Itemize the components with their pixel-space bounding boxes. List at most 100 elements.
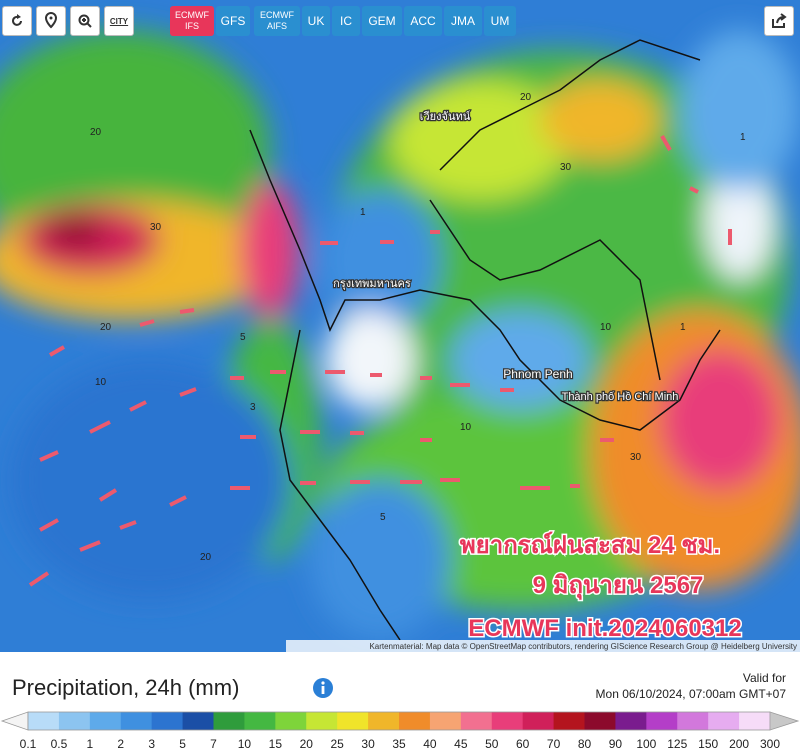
legend-swatch	[151, 712, 184, 730]
legend-swatch	[182, 712, 214, 730]
model-button[interactable]: ECMWF IFS	[170, 6, 214, 36]
contour-label: 20	[90, 127, 102, 138]
legend-label: 20	[300, 737, 314, 751]
model-button[interactable]: GEM	[362, 6, 402, 36]
model-button[interactable]: ECMWF AIFS	[254, 6, 300, 36]
legend-label: 25	[330, 737, 344, 751]
share-button[interactable]	[764, 6, 794, 36]
info-icon[interactable]	[312, 677, 334, 699]
legend-label: 200	[729, 737, 749, 751]
legend-label: 90	[609, 737, 623, 751]
legend-swatch	[337, 712, 369, 730]
place-label: Phnom Penh	[503, 367, 572, 381]
legend-swatch	[491, 712, 524, 730]
legend-label: 35	[392, 737, 406, 751]
overlay-date: 9 มิถุนายน 2567	[533, 572, 704, 601]
contour-label: 10	[600, 322, 612, 333]
valid-label: Valid for	[742, 671, 786, 685]
model-button[interactable]: GFS	[216, 6, 250, 36]
legend-swatch	[58, 712, 91, 730]
location-icon	[44, 12, 58, 29]
coastline	[249, 39, 721, 641]
legend-swatch	[275, 712, 307, 730]
map: กรุงเทพมหานคร Phnom Penh Thành phố Hồ Ch…	[0, 0, 800, 652]
legend-label: 7	[210, 737, 217, 751]
legend-label: 300	[760, 737, 780, 751]
legend-under-arrow	[0, 711, 29, 731]
contour-label: 1	[680, 322, 686, 333]
legend-swatch	[244, 712, 276, 730]
city-button[interactable]: CITY	[104, 6, 134, 36]
legend-swatch	[89, 712, 122, 730]
color-legend: 0.1 0.5 1 2 3 5 7 10 15 20 25 30 35 40 45 50 60 70 80 90 100…	[0, 711, 800, 751]
legend-swatch	[522, 712, 555, 730]
legend-swatch	[399, 712, 431, 730]
legend-swatch	[306, 712, 338, 730]
legend-label: 30	[361, 737, 375, 751]
legend-swatch	[120, 712, 153, 730]
legend-label: 0.1	[20, 737, 37, 751]
contour-label: 30	[560, 162, 572, 173]
contour-label: 1	[740, 132, 746, 143]
legend-swatch	[213, 712, 245, 730]
legend-swatch	[368, 712, 400, 730]
legend-label: 1	[86, 737, 93, 751]
legend-title: Precipitation, 24h (mm)	[12, 675, 240, 700]
legend-swatch	[460, 712, 493, 730]
contour-label: 20	[520, 92, 532, 103]
place-label: Thành phố Hồ Chí Minh	[562, 391, 679, 403]
legend-label: 15	[269, 737, 283, 751]
legend-over-arrow	[769, 711, 800, 731]
legend-label: 50	[485, 737, 499, 751]
legend-frame	[27, 711, 771, 731]
contour-label: 30	[630, 452, 642, 463]
contour-label: 20	[100, 322, 112, 333]
legend-label: 125	[667, 737, 687, 751]
legend-label: 70	[547, 737, 561, 751]
legend-swatch	[615, 712, 647, 730]
zoom-button[interactable]	[70, 6, 100, 36]
contour-label: 30	[150, 222, 162, 233]
legend-label: 5	[179, 737, 186, 751]
legend-label: 100	[636, 737, 656, 751]
refresh-button[interactable]	[2, 6, 32, 36]
legend-swatch	[677, 712, 709, 730]
legend-label: 45	[454, 737, 468, 751]
refresh-icon	[12, 14, 22, 26]
contour-label: 5	[380, 512, 386, 523]
legend-label: 150	[698, 737, 718, 751]
legend-swatch	[708, 712, 740, 730]
legend-label: 2	[117, 737, 124, 751]
place-label: เวียงจันทน์	[420, 110, 471, 123]
wind-arrows	[28, 135, 732, 587]
legend-swatch	[584, 712, 616, 730]
legend-swatch	[553, 712, 585, 730]
legend-swatch	[28, 712, 60, 730]
model-button[interactable]: ACC	[404, 6, 442, 36]
model-button[interactable]: IC	[332, 6, 360, 36]
overlay-title: พยากรณ์ฝนสะสม 24 ชม.	[460, 531, 720, 559]
location-button[interactable]	[36, 6, 66, 36]
zoom-icon	[78, 14, 92, 28]
contour-label: 10	[460, 422, 472, 433]
legend-label: 80	[578, 737, 592, 751]
overlay-model: ECMWF init.2024060312	[468, 615, 741, 642]
contour-label: 5	[240, 332, 246, 343]
legend-label: 10	[238, 737, 252, 751]
attribution: Kartenmaterial: Map data © OpenStreetMap…	[369, 642, 797, 651]
contour-label: 10	[95, 377, 107, 388]
contour-label: 3	[250, 402, 256, 413]
valid-time: Mon 06/10/2024, 07:00am GMT+07	[595, 687, 786, 701]
model-button[interactable]: UK	[302, 6, 330, 36]
model-button[interactable]: UM	[484, 6, 516, 36]
legend-swatch	[646, 712, 678, 730]
model-button[interactable]: JMA	[444, 6, 482, 36]
place-label: กรุงเทพมหานคร	[333, 278, 411, 290]
contour-label: 1	[360, 207, 366, 218]
legend-label: 0.5	[51, 737, 68, 751]
share-icon	[772, 13, 787, 28]
contour-label: 20	[200, 552, 212, 563]
legend-swatch	[429, 712, 462, 730]
legend-label: 60	[516, 737, 530, 751]
